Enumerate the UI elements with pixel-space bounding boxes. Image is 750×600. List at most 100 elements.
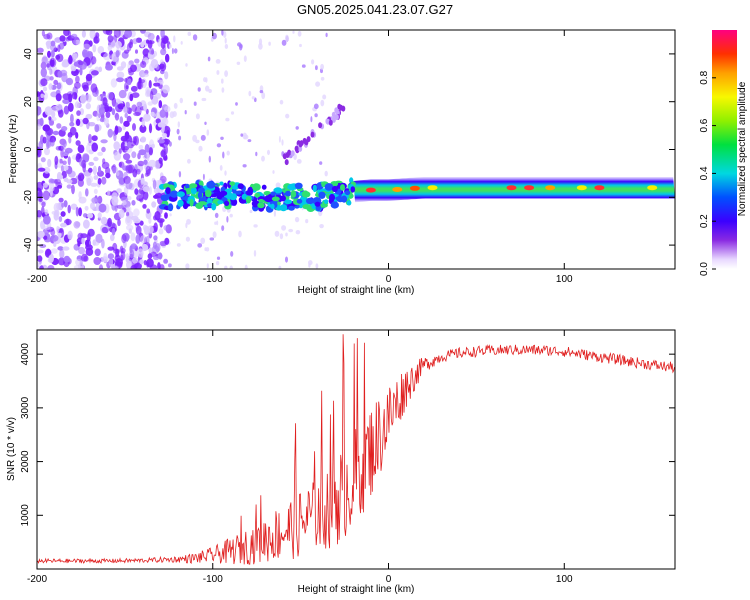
noise-speck	[62, 98, 70, 104]
noise-speck	[73, 39, 77, 45]
band-speck	[301, 190, 309, 198]
noise-speck	[206, 129, 210, 136]
band-speck	[287, 183, 296, 191]
noise-speck	[47, 158, 52, 168]
noise-speck	[116, 188, 122, 194]
noise-speck	[50, 234, 59, 242]
band-speck	[197, 187, 205, 194]
noise-speck	[37, 262, 40, 268]
band-peak	[576, 185, 587, 191]
noise-speck	[37, 181, 44, 192]
noise-speck	[123, 120, 130, 127]
band-speck	[217, 200, 224, 205]
noise-speck	[98, 107, 106, 115]
band-speck	[252, 183, 261, 191]
noise-speck	[285, 34, 289, 42]
band-peak	[365, 187, 376, 193]
noise-speck	[162, 37, 168, 45]
noise-speck	[37, 210, 42, 218]
band-speck	[350, 186, 356, 193]
noise-speck	[153, 187, 160, 194]
noise-speck	[135, 49, 138, 54]
chirp-speck	[290, 150, 295, 157]
noise-speck	[146, 258, 154, 268]
noise-speck	[158, 252, 163, 260]
band-speck	[216, 191, 223, 200]
noise-speck	[42, 86, 48, 92]
band-speck	[198, 201, 207, 206]
noise-speck	[185, 63, 188, 67]
y-tick-label: 3000	[20, 396, 31, 419]
noise-speck	[77, 144, 85, 154]
noise-speck	[85, 102, 92, 110]
noise-speck	[124, 131, 130, 140]
noise-speck	[147, 253, 153, 260]
noise-speck	[192, 34, 198, 41]
noise-speck	[178, 135, 182, 141]
noise-speck	[163, 258, 169, 264]
chirp-speck	[318, 122, 323, 129]
band-speck	[261, 184, 267, 190]
spectrogram-x-axis-label: Height of straight line (km)	[298, 285, 415, 296]
noise-speck	[273, 210, 276, 217]
noise-speck	[206, 263, 209, 269]
noise-speck	[75, 132, 79, 139]
noise-speck	[126, 211, 130, 217]
noise-speck	[301, 64, 306, 68]
noise-speck	[152, 179, 157, 190]
band-peak	[647, 185, 658, 191]
noise-speck	[267, 149, 270, 156]
noise-speck	[176, 128, 180, 135]
noise-speck	[61, 61, 69, 68]
noise-speck	[125, 159, 133, 164]
noise-speck	[89, 30, 96, 39]
noise-speck	[221, 225, 225, 232]
noise-speck	[61, 144, 66, 151]
noise-speck	[65, 218, 70, 226]
noise-speck	[160, 48, 167, 56]
band-speck	[257, 202, 265, 209]
noise-speck	[142, 48, 150, 57]
noise-speck	[48, 253, 54, 263]
chirp-speck	[294, 145, 299, 152]
band-speck	[224, 200, 230, 207]
noise-speck	[49, 187, 53, 197]
noise-speck	[62, 246, 70, 251]
noise-speck	[100, 139, 108, 144]
noise-speck	[105, 111, 111, 119]
band-peak	[427, 185, 438, 191]
noise-speck	[67, 56, 73, 65]
band-peak	[506, 185, 517, 191]
noise-speck	[53, 79, 59, 86]
noise-speck	[278, 135, 281, 143]
noise-speck	[143, 190, 149, 201]
noise-speck	[55, 93, 62, 102]
noise-speck	[91, 135, 98, 142]
noise-speck	[185, 263, 190, 269]
noise-speck	[154, 92, 162, 100]
colorbar-label: Normalized spectral amplitude	[737, 81, 748, 216]
noise-speck	[101, 176, 107, 185]
noise-speck	[40, 93, 44, 99]
noise-speck	[63, 200, 68, 208]
noise-speck	[90, 202, 95, 210]
noise-speck	[242, 164, 247, 168]
noise-speck	[132, 136, 137, 144]
noise-speck	[47, 50, 51, 58]
noise-speck	[44, 147, 50, 156]
noise-speck	[103, 117, 109, 126]
noise-speck	[97, 177, 102, 185]
noise-speck	[230, 251, 234, 257]
chirp-speck	[331, 111, 336, 118]
noise-speck	[91, 70, 99, 76]
noise-speck	[308, 263, 311, 268]
noise-speck	[310, 116, 313, 123]
band-speck	[312, 184, 317, 193]
noise-speck	[294, 216, 300, 223]
noise-speck	[57, 257, 66, 266]
band-peak	[545, 185, 556, 191]
noise-speck	[70, 203, 78, 210]
band-speck	[335, 196, 343, 201]
band-speck	[279, 204, 288, 212]
noise-speck	[107, 44, 113, 52]
